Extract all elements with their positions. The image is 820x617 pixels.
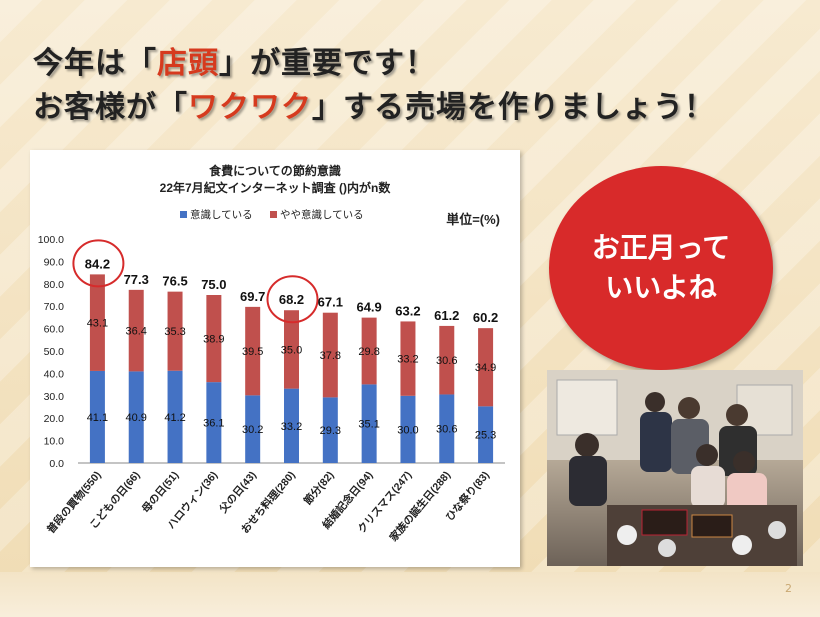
data-label-conscious: 30.6 [436,424,457,436]
headline-line1-b: 」が重要です！ [219,46,436,81]
headline-line1-highlight: 店頭 [157,46,219,81]
chart-subtitle: 22年7月紀文インターネット調査 ()内がn数 [160,180,392,195]
data-label-total: 77.3 [124,272,149,287]
slide-footer-band [0,572,820,617]
highlight-circle [266,275,319,324]
data-label-total: 75.0 [201,277,226,292]
legend-swatch-somewhat [270,211,277,218]
data-label-total: 84.2 [85,256,110,271]
chart-card: 食費についての節約意識 22年7月紀文インターネット調査 ()内がn数意識している… [30,150,520,567]
data-label-somewhat: 29.8 [358,346,379,358]
data-label-somewhat: 39.5 [242,346,263,358]
y-tick-label: 30.0 [44,391,65,403]
bar-somewhat [167,291,183,371]
y-tick-label: 20.0 [44,413,65,425]
bar-conscious [478,406,494,463]
y-tick-label: 40.0 [44,368,65,380]
headline-line-2: お客様が「ワクワク」する売場を作りましょう！ [33,86,715,130]
data-label-total: 61.2 [434,308,459,323]
headline-line2-b: 」する売場を作りましょう！ [312,90,715,125]
callout-text: お正月って いいよね [591,231,731,304]
bar-chart: 食費についての節約意識 22年7月紀文インターネット調査 ()内がn数意識している… [38,163,505,544]
data-label-somewhat: 43.1 [87,318,108,330]
bar-somewhat [322,312,338,398]
data-label-somewhat: 36.4 [126,326,147,338]
bar-conscious [128,371,144,463]
x-tick-label: 母の日(51) [140,469,181,515]
data-label-conscious: 33.2 [281,421,302,433]
data-label-somewhat: 33.2 [397,354,418,366]
bar-somewhat [439,325,455,395]
data-label-somewhat: 34.9 [475,362,496,374]
y-tick-label: 90.0 [44,256,65,268]
y-tick-label: 70.0 [44,301,65,313]
data-label-conscious: 41.2 [164,412,185,424]
data-label-somewhat: 38.9 [203,334,224,346]
bar-conscious [439,394,455,463]
bar-conscious [322,397,338,463]
y-tick-label: 10.0 [44,436,65,448]
data-label-conscious: 41.1 [87,412,108,424]
bar-conscious [361,384,377,463]
chart-unit-label: 単位=(%) [446,212,500,227]
bar-somewhat [206,295,222,383]
data-label-somewhat: 30.6 [436,355,457,367]
legend-swatch-conscious [180,211,187,218]
data-label-somewhat: 37.8 [320,350,341,362]
y-tick-label: 0.0 [49,458,64,470]
data-label-conscious: 35.1 [358,419,379,431]
data-label-conscious: 30.2 [242,424,263,436]
legend-label-somewhat: やや意識している [280,208,364,221]
chart-title: 食費についての節約意識 [208,163,341,178]
data-label-total: 68.2 [279,292,304,307]
data-label-total: 63.2 [395,303,420,318]
bar-conscious [245,395,261,463]
bar-somewhat [89,274,105,371]
data-label-total: 76.5 [162,274,187,289]
bar-conscious [167,370,183,463]
bar-somewhat [284,310,299,389]
x-tick-label: 節分(82) [301,469,337,509]
data-label-conscious: 25.3 [475,430,496,442]
legend-label-conscious: 意識している [190,208,253,221]
y-tick-label: 80.0 [44,279,65,291]
bar-somewhat [478,328,494,407]
bar-somewhat [245,306,261,396]
bar-somewhat [361,317,377,385]
bar-conscious [400,395,416,463]
y-tick-label: 50.0 [44,346,65,358]
x-tick-label: 父の日(43) [217,469,259,516]
callout-circle: お正月って いいよね [549,166,773,370]
data-label-total: 60.2 [473,310,498,325]
y-tick-label: 100.0 [38,234,64,246]
data-label-somewhat: 35.3 [164,326,185,338]
data-label-total: 69.7 [240,289,265,304]
y-tick-label: 60.0 [44,324,65,336]
headline-line2-highlight: ワクワク [188,90,312,125]
data-label-conscious: 29.3 [320,425,341,437]
family-photo-illustration [547,370,803,566]
bar-conscious [284,388,299,463]
data-label-conscious: 36.1 [203,418,224,430]
bar-somewhat [400,321,416,396]
family-photo [547,370,803,566]
highlight-circle [72,239,125,288]
data-label-total: 64.9 [356,300,381,315]
page-number: 2 [785,582,792,595]
data-label-total: 67.1 [318,295,343,310]
bar-conscious [206,382,222,463]
data-label-conscious: 30.0 [397,424,418,436]
headline-line-1: 今年は「店頭」が重要です！ [33,42,715,86]
headline-line2-a: お客様が「 [33,90,188,125]
slide-headline: 今年は「店頭」が重要です！ お客様が「ワクワク」する売場を作りましょう！ [33,42,715,130]
data-label-somewhat: 35.0 [281,344,302,356]
headline-line1-a: 今年は「 [33,46,157,81]
bar-somewhat [128,289,144,372]
bar-conscious [89,370,105,463]
data-label-conscious: 40.9 [126,412,147,424]
